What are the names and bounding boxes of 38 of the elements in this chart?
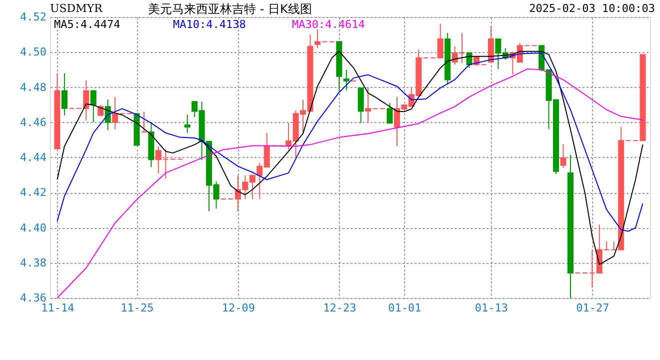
text: MA5:4.4474 — [54, 18, 121, 31]
x-tick-label: 12-09 — [222, 302, 256, 314]
candlestick — [343, 69, 350, 91]
chart-subtitle: USDMYR — [50, 2, 104, 15]
y-tick-label: 4.48 — [20, 80, 46, 94]
candlestick — [61, 72, 68, 116]
x-tick-label: 11-14 — [41, 302, 75, 314]
candlestick — [560, 144, 566, 169]
x-tick-label: 11-25 — [120, 302, 154, 314]
text: MA10:4.4138 — [173, 18, 246, 31]
candlestick — [365, 87, 372, 124]
y-tick-label: 4.42 — [20, 186, 46, 200]
text: MA30:4.4614 — [292, 18, 366, 31]
text: 2025-02-03 10:00:03 — [529, 2, 655, 15]
x-tick-label: 01-01 — [388, 302, 422, 314]
candlestick — [98, 104, 104, 116]
x-tick-label: 12-23 — [323, 302, 356, 314]
line-series — [56, 68, 644, 298]
candlestick — [112, 96, 118, 130]
y-tick-label: 4.38 — [20, 256, 46, 270]
candlestick — [184, 114, 190, 134]
candlestick — [610, 240, 617, 250]
candlestick — [90, 90, 96, 123]
candlestick — [488, 26, 494, 62]
candlestick — [437, 23, 444, 58]
candlestick — [358, 87, 364, 124]
y-tick-label: 4.50 — [20, 46, 46, 59]
y-tick-label: 4.44 — [20, 151, 47, 164]
x-tick-label: 01-13 — [474, 302, 508, 314]
candlestick — [589, 249, 596, 288]
y-tick-label: 4.40 — [20, 221, 46, 234]
y-tick-label: 4.52 — [20, 10, 46, 24]
candlestick — [386, 102, 393, 124]
y-tick-label: 4.46 — [20, 116, 46, 129]
chart-title: 美元马来西亚林吉特 - 日K线图 — [148, 2, 312, 16]
candlestick — [140, 111, 147, 133]
y-tick-label: 4.36 — [20, 292, 46, 304]
x-tick-label: 01-27 — [576, 302, 610, 314]
